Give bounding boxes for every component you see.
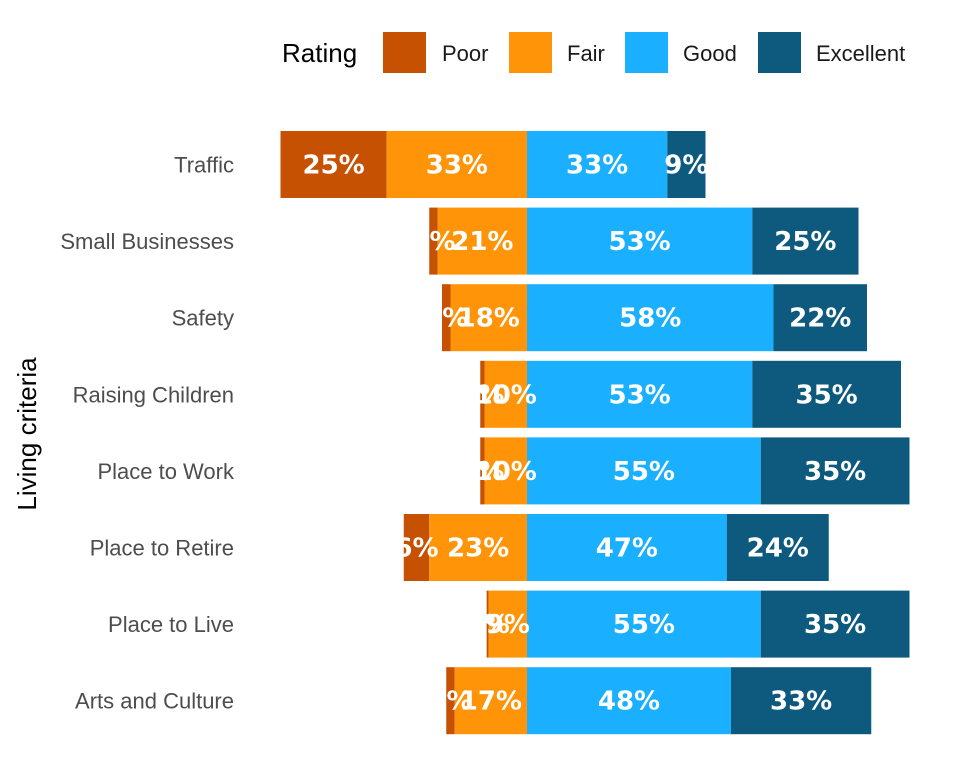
category-label-small-businesses: Small Businesses: [60, 229, 234, 254]
bar-label-small-businesses-poor: 2%: [411, 227, 455, 257]
bar-traffic-fair: [386, 131, 527, 198]
bar-label-safety-good: 58%: [619, 304, 681, 334]
bar-safety-excellent: [773, 284, 867, 352]
bar-arts-and-culture-poor: [446, 667, 455, 735]
bar-label-arts-and-culture-good: 48%: [598, 687, 660, 717]
bar-place-to-retire-poor: [403, 514, 430, 581]
bar-place-to-live-poor: [486, 590, 489, 658]
y-axis-label: Living criteria: [12, 357, 42, 511]
legend: Rating Poor Fair Good Excellent: [282, 32, 905, 73]
bar-label-safety-fair: 18%: [458, 304, 520, 334]
bar-label-place-to-retire-poor: 6%: [394, 534, 438, 564]
bar-label-traffic-excellent: 9%: [664, 151, 708, 181]
category-label-place-to-work: Place to Work: [97, 459, 235, 484]
bar-label-place-to-retire-excellent: 24%: [747, 534, 809, 564]
category-label-traffic: Traffic: [174, 153, 234, 178]
legend-swatch-fair: [509, 32, 552, 73]
bar-arts-and-culture-fair: [454, 667, 527, 735]
bar-raising-children-fair: [484, 360, 527, 428]
legend-swatch-poor: [383, 32, 426, 73]
bar-safety-poor: [442, 284, 451, 352]
bar-place-to-retire-fair: [429, 514, 527, 581]
bar-traffic-poor: [280, 131, 387, 198]
bar-small-businesses-fair: [437, 207, 527, 275]
bar-raising-children-poor: [480, 360, 485, 428]
legend-swatch-excellent: [758, 32, 801, 73]
bar-label-arts-and-culture-fair: 17%: [460, 687, 522, 717]
bar-label-raising-children-excellent: 35%: [796, 380, 858, 410]
bar-place-to-work-poor: [480, 437, 485, 505]
bar-raising-children-excellent: [752, 360, 901, 428]
category-label-arts-and-culture: Arts and Culture: [75, 689, 234, 714]
bar-label-raising-children-fair: 10%: [475, 380, 537, 410]
bar-label-arts-and-culture-poor: 2%: [428, 687, 472, 717]
legend-label-good: Good: [683, 41, 737, 66]
category-label-place-to-retire: Place to Retire: [90, 536, 234, 561]
bar-label-traffic-poor: 25%: [303, 151, 365, 181]
bar-arts-and-culture-excellent: [731, 667, 872, 735]
bar-label-raising-children-poor: 1%: [460, 380, 504, 410]
bar-raising-children-good: [527, 360, 753, 428]
bar-place-to-work-excellent: [760, 437, 910, 505]
bar-label-place-to-live-poor: 0%: [466, 610, 510, 640]
bar-label-safety-excellent: 22%: [789, 304, 851, 334]
category-label-raising-children: Raising Children: [73, 382, 234, 407]
bar-label-place-to-live-excellent: 35%: [804, 610, 866, 640]
legend-title: Rating: [282, 38, 357, 68]
bar-place-to-live-excellent: [760, 590, 910, 658]
bar-label-place-to-retire-fair: 23%: [447, 534, 509, 564]
bar-place-to-retire-excellent: [726, 514, 829, 581]
bar-labels: 25% 33% 33% 9%2%21% 53% 25%2%18% 58% 22%1%10% 53…: [303, 151, 867, 717]
bar-label-place-to-work-good: 55%: [613, 457, 675, 487]
bar-label-traffic-good: 33%: [566, 151, 628, 181]
bar-small-businesses-poor: [429, 207, 438, 275]
legend-swatch-good: [625, 32, 668, 73]
bar-label-place-to-work-excellent: 35%: [804, 457, 866, 487]
bar-label-safety-poor: 2%: [424, 304, 468, 334]
bar-label-place-to-retire-good: 47%: [596, 534, 658, 564]
legend-label-excellent: Excellent: [816, 41, 905, 66]
bar-label-place-to-live-good: 55%: [613, 610, 675, 640]
bar-label-place-to-work-poor: 1%: [460, 457, 504, 487]
bar-small-businesses-good: [527, 207, 753, 275]
bar-label-traffic-fair: 33%: [426, 151, 488, 181]
bar-traffic-excellent: [667, 131, 706, 198]
legend-label-poor: Poor: [442, 41, 488, 66]
bar-place-to-work-fair: [484, 437, 527, 505]
bar-label-arts-and-culture-excellent: 33%: [770, 687, 832, 717]
bar-traffic-good: [527, 131, 668, 198]
bar-place-to-retire-good: [527, 514, 727, 581]
bar-label-place-to-live-fair: 9%: [486, 610, 530, 640]
bar-place-to-live-fair: [488, 590, 527, 658]
bar-place-to-work-good: [527, 437, 761, 505]
bars: [280, 131, 910, 735]
bar-arts-and-culture-good: [527, 667, 731, 735]
bar-label-small-businesses-fair: 21%: [451, 227, 513, 257]
bar-place-to-live-good: [527, 590, 761, 658]
bar-label-place-to-work-fair: 10%: [475, 457, 537, 487]
bar-safety-good: [527, 284, 774, 352]
bar-safety-fair: [450, 284, 527, 352]
legend-label-fair: Fair: [567, 41, 605, 66]
category-labels: Traffic Small Businesses Safety Raising Chi…: [60, 153, 235, 714]
bar-label-raising-children-good: 53%: [609, 380, 671, 410]
bar-small-businesses-excellent: [752, 207, 859, 275]
bar-label-small-businesses-good: 53%: [609, 227, 671, 257]
category-label-place-to-live: Place to Live: [108, 612, 234, 637]
category-label-safety: Safety: [172, 306, 234, 331]
bar-label-small-businesses-excellent: 25%: [774, 227, 836, 257]
